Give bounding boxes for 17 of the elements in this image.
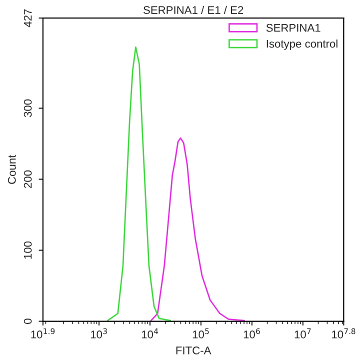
- y-tick-label: 200: [24, 170, 32, 188]
- y-tick-label: 300: [24, 99, 32, 118]
- legend-label: SERPINA1: [266, 24, 320, 32]
- x-tick-label: 10$^{3}$: [90, 328, 107, 338]
- y-tick-label: 0: [24, 318, 32, 324]
- x-tick-label: 10$^{1.9}$: [31, 328, 55, 338]
- chart-title: SERPINA1 / E1 / E2: [143, 6, 244, 14]
- x-tick-label: 10$^{5}$: [192, 328, 209, 338]
- x-tick-label: 10$^{4}$: [142, 328, 158, 338]
- x-tick-label: 10$^{7.8}$: [332, 328, 356, 338]
- y-tick-label: 100: [24, 241, 32, 259]
- legend-label: Isotype control: [266, 40, 338, 50]
- x-tick-label: 10$^{6}$: [244, 328, 260, 338]
- x-tick-label: 10$^{7}$: [294, 328, 311, 338]
- y-tick-label: 427: [24, 9, 32, 28]
- y-axis-title: Count: [8, 154, 16, 184]
- x-axis-title: FITC-A: [176, 346, 212, 354]
